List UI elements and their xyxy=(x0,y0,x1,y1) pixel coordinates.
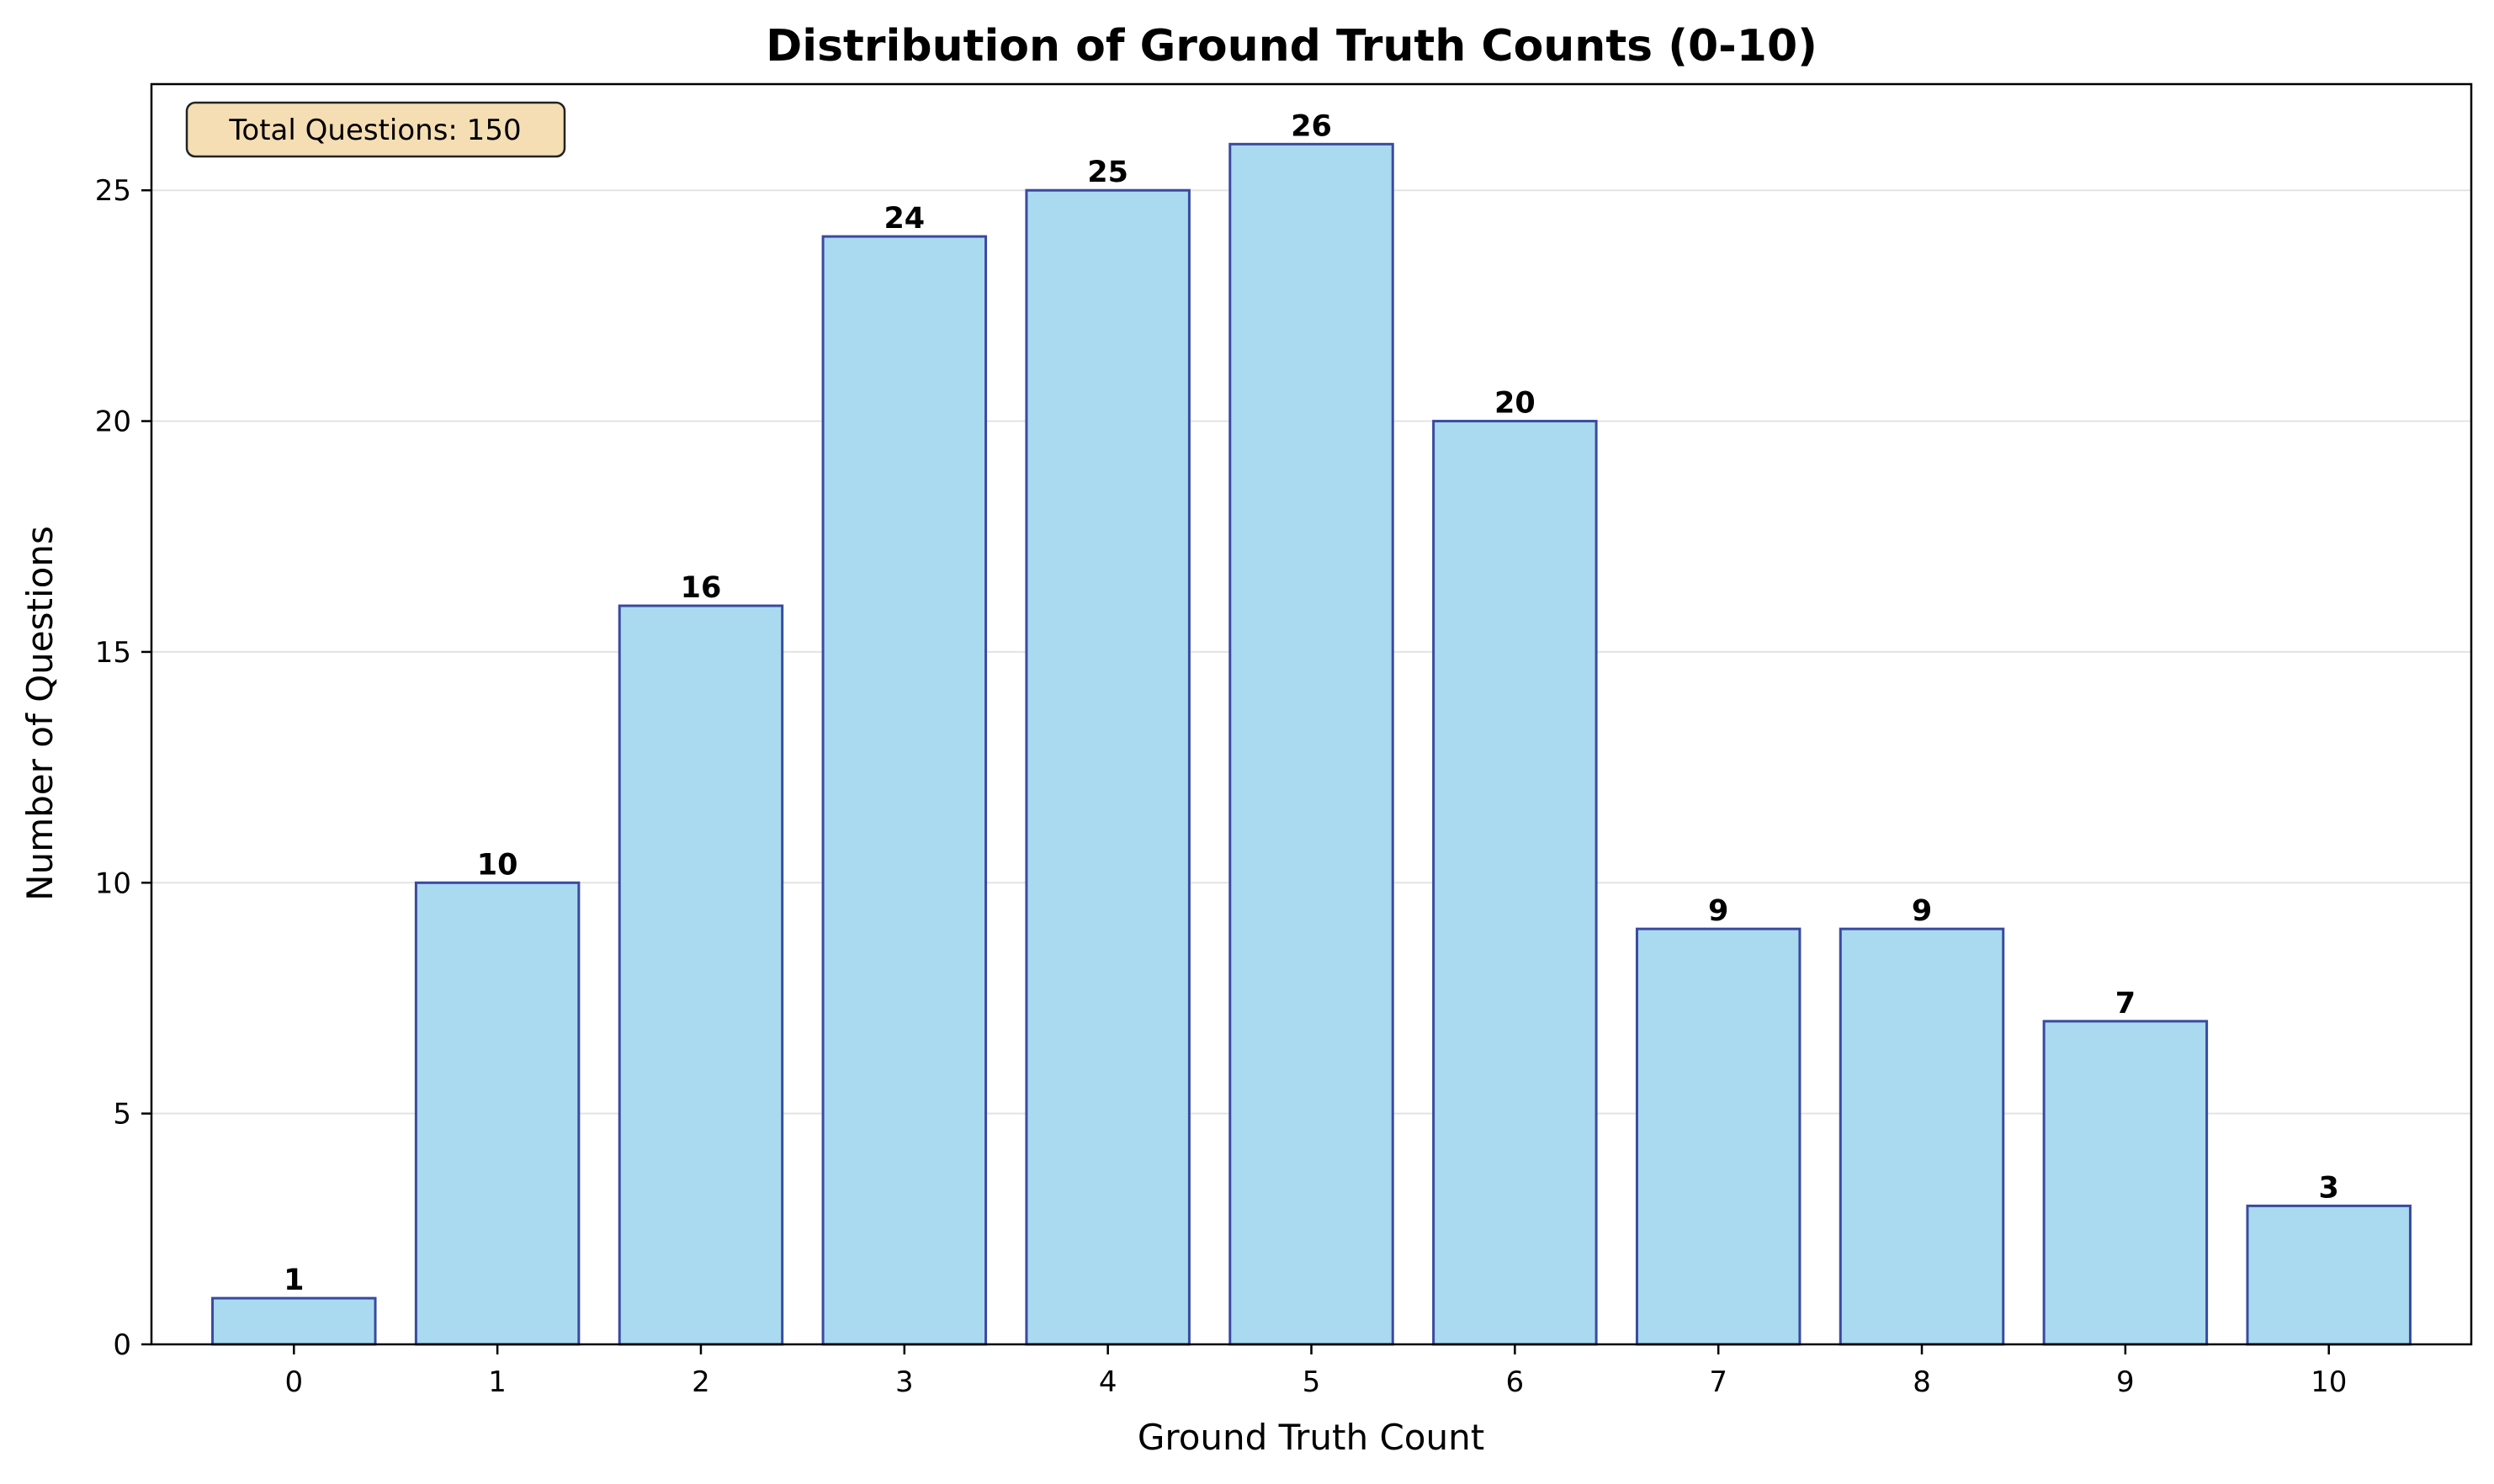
chart-title: Distribution of Ground Truth Counts (0-1… xyxy=(766,21,1817,72)
y-tick-label-5: 5 xyxy=(113,1098,131,1132)
x-tick-label-3: 3 xyxy=(895,1365,914,1399)
annotation-box xyxy=(185,101,566,158)
x-tick-label-10: 10 xyxy=(2311,1365,2347,1399)
bar-value-label-9: 7 xyxy=(2115,987,2136,1020)
x-axis-ticks: 0 1 2 3 4 5 6 7 8 9 10 xyxy=(284,1344,2347,1399)
x-axis-label: Ground Truth Count xyxy=(1138,1417,1484,1458)
x-tick-label-1: 1 xyxy=(488,1365,507,1399)
bar-4 xyxy=(1025,188,1191,1346)
bar-5 xyxy=(1228,142,1394,1346)
bar-8 xyxy=(1839,927,2005,1346)
y-tick-label-0: 0 xyxy=(113,1328,131,1362)
bars xyxy=(211,142,2412,1346)
total-questions-annotation: Total Questions: 150 xyxy=(185,101,566,158)
bar-7 xyxy=(1635,927,1802,1346)
bar-6 xyxy=(1432,420,1598,1346)
bar-value-label-3: 24 xyxy=(884,202,925,236)
annotation-text: Total Questions: 150 xyxy=(228,114,521,147)
bar-value-labels: 1 10 16 24 25 26 20 9 9 7 3 xyxy=(284,109,2339,1297)
bar-value-label-7: 9 xyxy=(1708,894,1728,928)
y-axis-ticks: 0 5 10 15 20 25 xyxy=(95,174,151,1362)
y-tick-label-15: 15 xyxy=(95,636,131,670)
y-tick-label-20: 20 xyxy=(95,405,131,439)
y-axis-label: Number of Questions xyxy=(19,526,61,901)
x-tick-label-9: 9 xyxy=(2116,1365,2135,1399)
bar-2 xyxy=(618,604,784,1346)
x-tick-label-6: 6 xyxy=(1506,1365,1525,1399)
x-tick-label-4: 4 xyxy=(1099,1365,1117,1399)
x-tick-label-0: 0 xyxy=(284,1365,303,1399)
x-tick-label-8: 8 xyxy=(1913,1365,1931,1399)
x-tick-label-5: 5 xyxy=(1303,1365,1321,1399)
bar-1 xyxy=(414,881,581,1346)
x-tick-label-2: 2 xyxy=(692,1365,710,1399)
x-tick-label-7: 7 xyxy=(1709,1365,1727,1399)
bar-3 xyxy=(821,235,988,1346)
bar-0 xyxy=(211,1296,377,1346)
y-tick-label-25: 25 xyxy=(95,174,131,208)
bar-value-label-6: 20 xyxy=(1494,387,1536,421)
bar-value-label-0: 1 xyxy=(284,1264,304,1297)
bar-value-label-1: 10 xyxy=(477,848,518,882)
bar-value-label-2: 16 xyxy=(681,571,722,605)
y-tick-label-10: 10 xyxy=(95,867,131,900)
bar-value-label-10: 3 xyxy=(2319,1171,2339,1205)
bar-value-label-8: 9 xyxy=(1912,894,1932,928)
bar-value-label-4: 25 xyxy=(1087,156,1128,189)
bar-value-label-5: 26 xyxy=(1291,109,1332,143)
bar-10 xyxy=(2246,1204,2412,1346)
bar-9 xyxy=(2042,1020,2209,1346)
